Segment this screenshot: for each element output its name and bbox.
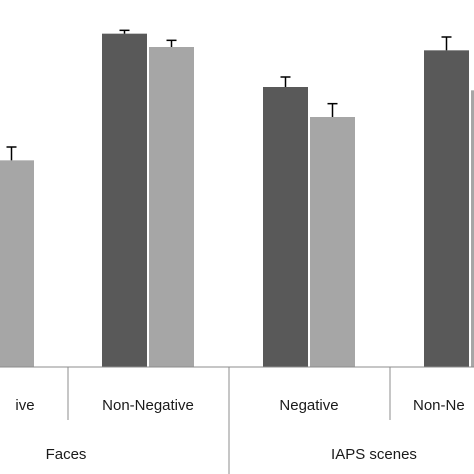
category-label: ive bbox=[15, 397, 34, 414]
group-label: IAPS scenes bbox=[331, 446, 417, 463]
bar bbox=[424, 50, 469, 367]
bar bbox=[102, 33, 147, 368]
error-bars-layer bbox=[6, 29, 452, 161]
bar bbox=[310, 117, 355, 367]
group-label: Faces bbox=[46, 446, 87, 463]
bar bbox=[471, 90, 474, 367]
bar bbox=[149, 47, 194, 367]
category-label: Non-Ne bbox=[413, 397, 465, 414]
bar bbox=[0, 160, 34, 367]
axes-layer bbox=[0, 366, 474, 474]
bars-layer bbox=[0, 33, 474, 368]
category-label: Non-Negative bbox=[102, 397, 194, 414]
bar bbox=[263, 87, 308, 367]
category-label: Negative bbox=[279, 397, 338, 414]
labels-layer: ive Non-Negative Negative Non-Ne Faces I… bbox=[15, 397, 464, 463]
